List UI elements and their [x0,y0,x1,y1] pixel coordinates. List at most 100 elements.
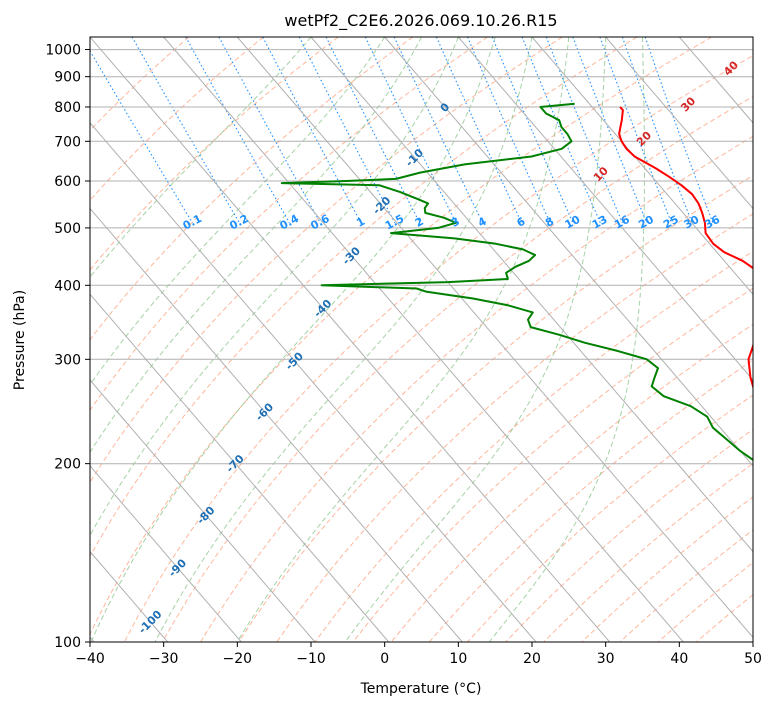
dry-adiabat-label: 20 [634,129,654,149]
dry-adiabat-line [238,174,753,642]
isotherm-label: -50 [283,349,306,372]
isotherm-line [236,37,753,639]
mixing-ratio-label: 13 [590,213,610,232]
dry-adiabat-line [619,529,753,642]
dewpoint-profile-line [280,102,753,462]
isotherm-label: -60 [253,400,276,423]
mixing-ratio-label: 30 [682,213,702,232]
isotherm-line [310,37,753,553]
dry-adiabat-line [90,37,563,484]
isotherm-line [90,465,242,642]
dry-adiabat-line [276,213,753,642]
dry-adiabat-line [123,55,753,642]
dry-adiabat-line [200,135,753,642]
dry-adiabat-line [695,594,753,642]
x-tick-label: −10 [296,651,326,667]
y-tick-label: 600 [54,174,81,190]
isotherm-line [678,37,753,124]
isotherm-line [384,37,753,467]
isotherm-label: -90 [166,556,189,579]
y-axis-ticks: 1000 900 800 700 600 500 400 300 200 100 [45,43,90,651]
dry-adiabat-line [543,462,753,642]
mixing-ratio-line [545,37,624,224]
dry-adiabat-line [90,37,488,412]
x-tick-label: −40 [75,651,105,667]
grid-lines [90,37,753,642]
moist-adiabat-line [236,37,570,642]
x-tick-label: 30 [597,651,615,667]
dry-adiabat-line [505,428,753,642]
moist-adiabat-line [90,37,459,537]
dry-adiabat-line [90,37,339,271]
isotherm-label: -30 [340,244,363,267]
dry-adiabat-line [90,37,264,201]
inline-labels: 0.1 0.2 0.4 0.6 1 1.5 2 3 4 6 8 10 13 16 20 25 30 36-100-… [136,58,741,636]
y-tick-label: 700 [54,134,81,150]
x-tick-label: 20 [523,651,541,667]
mixing-ratio-label: 0.2 [227,212,250,233]
isotherm-line [90,379,316,642]
dry-adiabat-line [428,359,753,642]
x-axis-label: Temperature (°C) [360,681,482,697]
x-tick-label: 40 [670,651,688,667]
x-tick-label: 0 [380,651,389,667]
y-tick-label: 500 [54,221,81,237]
isotherm-line [531,37,753,296]
mixing-ratio-line [131,37,240,224]
moist-adiabat-line [488,37,645,642]
background-lines [90,37,753,642]
isotherm-label: -10 [403,146,426,169]
chart-title: wetPf2_C2E6.2026.069.10.26.R15 [284,11,557,31]
dry-adiabat-line [90,37,712,636]
moist-adiabat-line [154,37,533,642]
isotherm-line [90,207,463,642]
dry-adiabat-line [90,37,414,341]
y-tick-label: 800 [54,100,81,116]
dry-adiabat-line [390,323,753,642]
y-tick-label: 400 [54,278,81,294]
mixing-ratio-line [185,37,290,224]
mixing-ratio-line [90,49,193,224]
profiles [280,102,753,462]
moist-adiabat-line [90,37,386,386]
isotherm-line [90,37,611,642]
isotherm-label: -70 [224,452,247,475]
isotherm-label: -80 [194,504,217,527]
isotherm-line [90,293,390,642]
isotherm-label: -40 [311,297,334,320]
mixing-ratio-line [599,37,673,224]
y-axis-label: Pressure (hPa) [12,290,28,390]
mixing-ratio-line [298,37,396,224]
x-tick-label: −30 [149,651,179,667]
moist-adiabat-line [344,37,607,642]
mixing-ratio-label: 36 [702,213,722,232]
dry-adiabat-line [657,561,753,642]
x-tick-label: 10 [449,651,467,667]
x-tick-label: −20 [223,651,253,667]
y-tick-label: 900 [54,70,81,86]
plot-frame [89,36,754,643]
mixing-ratio-label: 20 [636,213,656,232]
isotherm-line [605,37,753,210]
isotherm-line [752,37,753,38]
temperature-profile-line [618,106,753,390]
mixing-ratio-label: 25 [661,213,681,232]
mixing-ratio-line [621,37,693,224]
x-axis-ticks: −40 −30 −20 −10 0 10 20 30 40 50 [75,642,762,667]
mixing-ratio-line [572,37,648,224]
mixing-ratio-label: 0.1 [181,212,204,233]
moist-adiabat-line [90,37,422,454]
mixing-ratio-label: 0.4 [278,212,302,233]
mixing-ratio-line [435,37,522,224]
dry-adiabat-label: 40 [721,58,741,78]
y-tick-label: 300 [54,352,81,368]
isotherm-line [457,37,753,381]
y-tick-label: 100 [54,635,81,651]
moist-adiabat-line [90,37,312,278]
mixing-ratio-label: 16 [612,213,632,232]
isotherm-line [90,122,537,642]
isotherm-label: -20 [370,194,393,217]
dry-adiabat-line [90,37,638,558]
mixing-ratio-label: 10 [563,213,583,232]
